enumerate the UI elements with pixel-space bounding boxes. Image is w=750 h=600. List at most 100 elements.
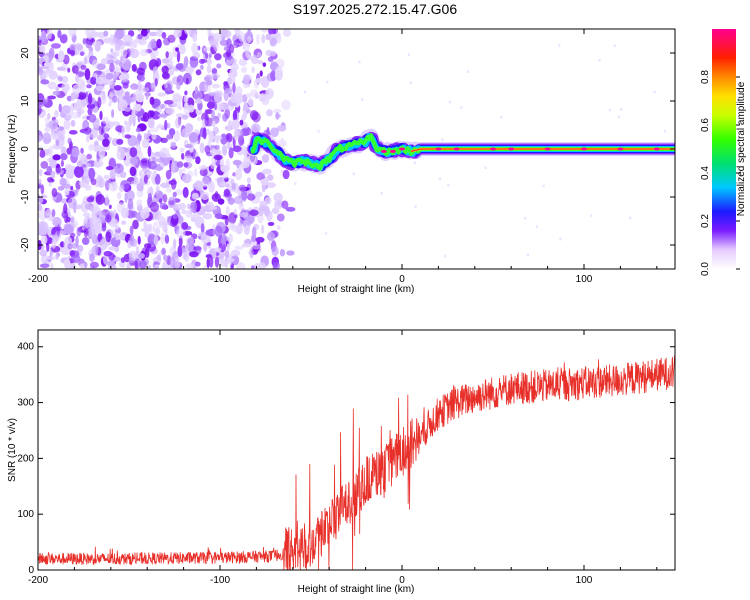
noise-blob (251, 265, 255, 269)
noise-speck (598, 58, 601, 62)
noise-speck (484, 166, 487, 170)
noise-blob (85, 134, 90, 143)
noise-blob (103, 30, 109, 37)
noise-blob (55, 86, 60, 92)
noise-speck (617, 115, 621, 119)
noise-blob (184, 155, 194, 163)
noise-blob (169, 256, 176, 268)
noise-blob (57, 186, 65, 191)
noise-blob (224, 215, 229, 226)
noise-blob (204, 52, 209, 59)
noise-blob (175, 228, 186, 239)
noise-blob (152, 66, 159, 77)
noise-blob (172, 214, 178, 219)
noise-blob (124, 134, 132, 139)
noise-blob (132, 219, 139, 230)
noise-blob (209, 205, 218, 211)
noise-blob (163, 37, 171, 46)
noise-blob (158, 221, 164, 228)
noise-blob (211, 83, 221, 89)
snr-y-axis: 0 100 200 300 400 (17, 342, 675, 576)
noise-blob (258, 93, 268, 102)
noise-blob (98, 177, 105, 189)
noise-speck (317, 129, 320, 133)
noise-blob (223, 89, 229, 102)
noise-blob (129, 235, 135, 247)
noise-blob (223, 46, 230, 51)
noise-blob (182, 187, 189, 198)
noise-blob (75, 43, 84, 53)
noise-blob (143, 132, 148, 140)
noise-blob (230, 249, 241, 257)
noise-blob (84, 184, 92, 191)
noise-blob (138, 253, 145, 259)
noise-blob (115, 232, 120, 241)
noise-speck (460, 106, 463, 110)
noise-blob (200, 234, 211, 244)
noise-blob (38, 135, 43, 142)
noise-blob (143, 220, 147, 231)
noise-blob (170, 161, 176, 174)
noise-blob (104, 214, 112, 223)
noise-blob (80, 147, 84, 154)
noise-blob (86, 196, 95, 203)
noise-blob (266, 231, 276, 241)
noise-blob (216, 63, 222, 69)
noise-blob (194, 168, 198, 177)
noise-blob (251, 66, 256, 73)
noise-blob (228, 222, 235, 230)
noise-blob (92, 59, 99, 69)
noise-blob (141, 168, 150, 173)
noise-blob (84, 68, 91, 81)
noise-blob (191, 192, 199, 200)
noise-blob (129, 156, 139, 165)
noise-blob (264, 196, 272, 205)
noise-blob (202, 176, 210, 183)
noise-blob (238, 202, 244, 211)
noise-blob (286, 250, 295, 256)
noise-blob (157, 113, 168, 118)
noise-blob (45, 122, 52, 128)
noise-blob (247, 54, 252, 61)
noise-blob (232, 109, 238, 122)
noise-blob (158, 108, 162, 113)
noise-blob (48, 70, 58, 80)
noise-blob (38, 97, 46, 107)
noise-blob (137, 29, 141, 32)
noise-blob (203, 47, 212, 52)
noise-blob (88, 113, 97, 123)
noise-blob (212, 228, 216, 236)
noise-blob (149, 126, 160, 133)
noise-blob (181, 221, 189, 230)
noise-blob (109, 62, 115, 73)
noise-blob (175, 47, 179, 52)
noise-blob (38, 230, 47, 236)
snr-frame (37, 329, 676, 571)
spectrogram-xtick-label: 0 (399, 274, 405, 285)
noise-blob (241, 190, 248, 201)
noise-blob (226, 243, 230, 251)
noise-blob (114, 29, 124, 40)
noise-blob (219, 259, 229, 267)
noise-speck (280, 169, 284, 173)
noise-blob (76, 108, 85, 115)
noise-blob (221, 144, 227, 156)
noise-blob (88, 167, 96, 180)
noise-blob (67, 67, 71, 73)
noise-blob (273, 192, 283, 203)
noise-blob (80, 64, 87, 70)
noise-blob (150, 201, 160, 213)
noise-blob (48, 145, 54, 158)
noise-blob (267, 221, 275, 227)
noise-blob (220, 133, 228, 145)
noise-blob (262, 62, 267, 67)
snr-xtick-label: 100 (576, 575, 593, 586)
noise-blob (88, 144, 95, 151)
noise-blob (63, 203, 68, 214)
noise-blob (51, 209, 56, 218)
noise-blob (249, 247, 254, 259)
noise-blob (260, 224, 265, 235)
noise-blob (203, 76, 211, 82)
noise-blob (102, 138, 110, 148)
noise-blob (195, 156, 201, 165)
